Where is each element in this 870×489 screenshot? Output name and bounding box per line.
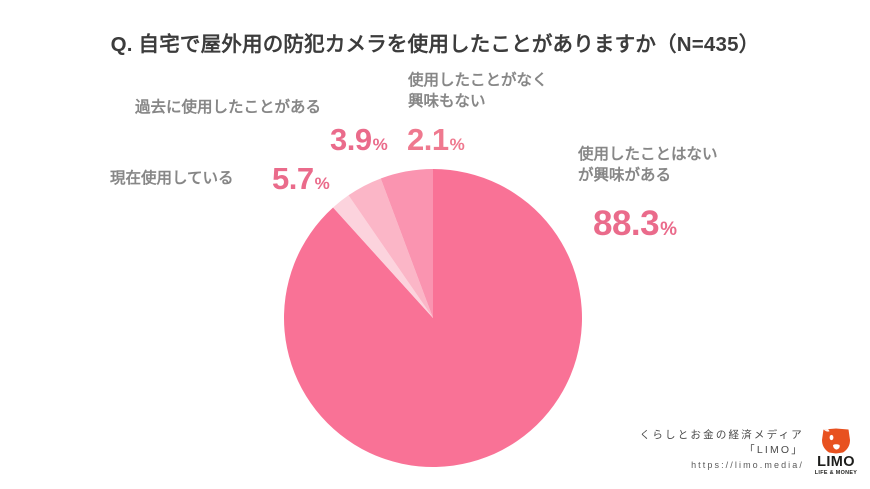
slice-label-no-interest-line2: 興味もない	[408, 93, 486, 111]
percent-sign-icon: %	[314, 174, 330, 193]
slice-value-currently-using: 5.7%	[272, 163, 330, 194]
slice-label-interested-line1: 使用したことはない	[578, 146, 718, 163]
page-title: Q. 自宅で屋外用の防犯カメラを使用したことがありますか（N=435）	[110, 33, 760, 56]
pie-slice[interactable]	[283, 169, 582, 468]
pie-chart-svg	[283, 169, 582, 468]
pie-chart	[283, 168, 583, 468]
percent-sign-icon: %	[660, 219, 678, 240]
slice-value-currently-using-number: 5.7	[272, 161, 314, 196]
limo-logo-tagline: LIFE & MONEY	[814, 470, 858, 477]
pie-slice[interactable]	[348, 178, 433, 318]
percent-sign-icon: %	[449, 135, 465, 154]
slice-label-no-interest-line1: 使用したことがなく	[408, 72, 548, 89]
pie-slice[interactable]	[380, 169, 433, 318]
limo-logo[interactable]: LIMO LIFE & MONEY	[810, 428, 862, 478]
slice-label-no-interest: 使用したことがなく 興味もない	[408, 70, 548, 113]
slice-value-no-interest-number: 2.1	[407, 122, 449, 157]
slice-value-interested: 88.3%	[593, 206, 677, 241]
percent-sign-icon: %	[372, 135, 388, 154]
limo-logo-wordmark: LIMO	[817, 454, 855, 470]
slice-label-interested: 使用したことはない が興味がある	[578, 144, 718, 187]
slice-value-past-use-number: 3.9	[330, 122, 372, 157]
footer-branding: くらしとお金の経済メディア 「LIMO」 https://limo.media/…	[640, 428, 862, 480]
footer-text-block: くらしとお金の経済メディア 「LIMO」 https://limo.media/	[640, 428, 804, 473]
cow-head-icon	[822, 428, 850, 454]
slice-label-currently-using: 現在使用している	[110, 170, 234, 187]
slice-value-past-use: 3.9%	[330, 124, 388, 155]
footer-brand-name: 「LIMO」	[744, 444, 804, 457]
slice-value-no-interest: 2.1%	[407, 124, 465, 155]
slice-value-interested-number: 88.3	[593, 204, 660, 243]
slice-label-interested-line2: が興味がある	[578, 167, 672, 185]
slice-label-past-use: 過去に使用したことがある	[135, 99, 322, 116]
footer-url[interactable]: https://limo.media/	[691, 460, 804, 471]
pie-slice[interactable]	[333, 195, 433, 318]
footer-tagline: くらしとお金の経済メディア	[639, 429, 804, 441]
